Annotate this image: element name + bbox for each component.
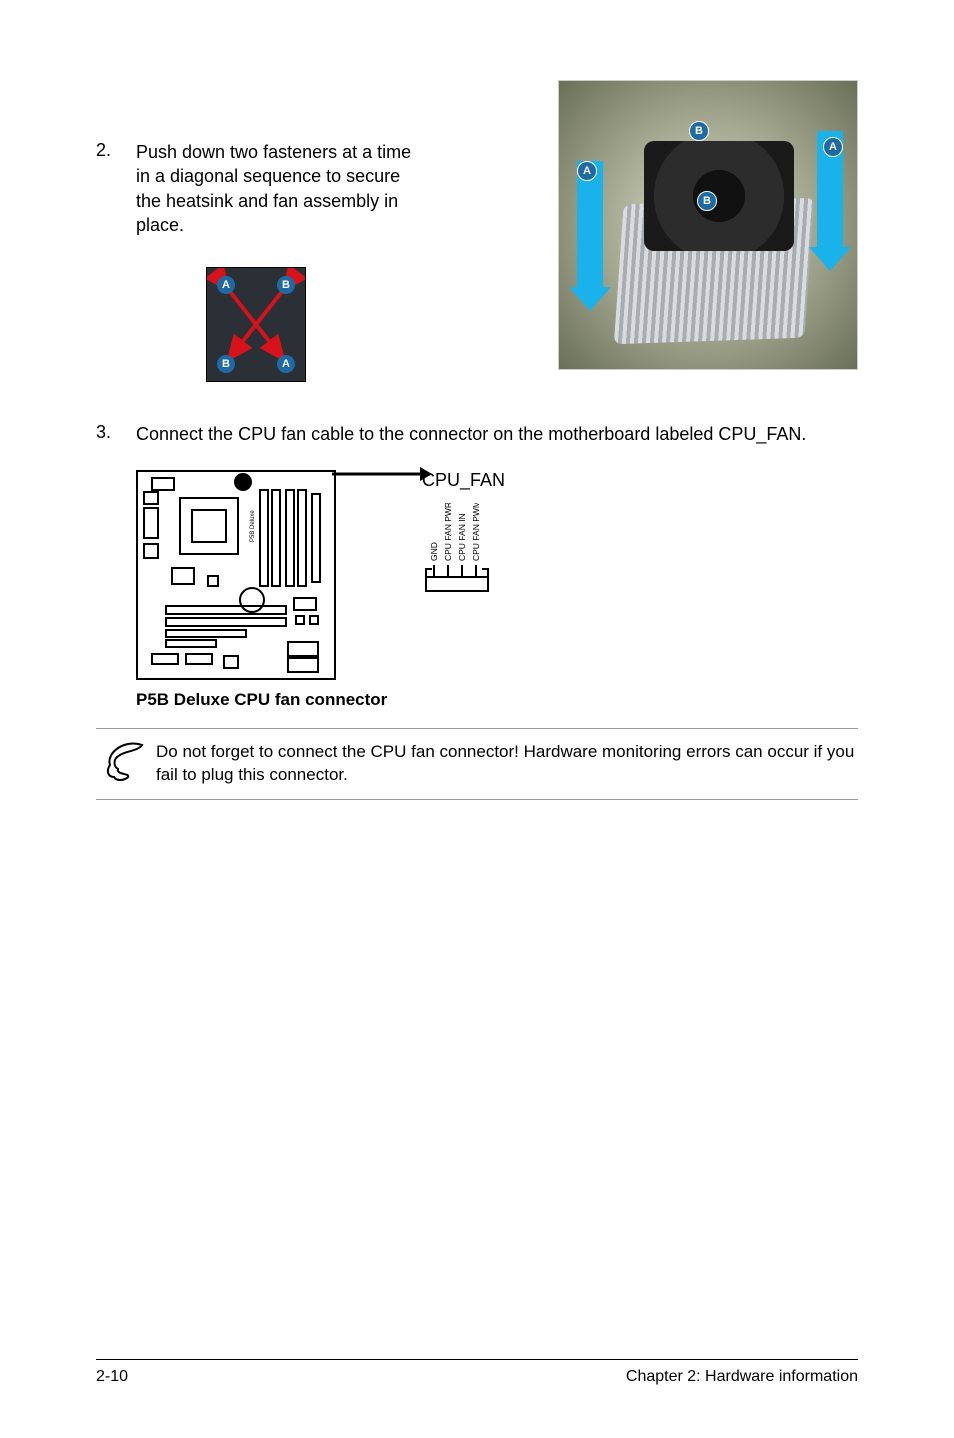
connector-title: CPU_FAN (422, 470, 532, 491)
photo-label-left: A (577, 161, 597, 181)
step-2: 2. Push down two fasteners at a time in … (96, 140, 858, 382)
photo-label-top: B (689, 121, 709, 141)
fan-top-graphic (644, 141, 794, 251)
note-text: Do not forget to connect the CPU fan con… (156, 741, 858, 787)
step-3-number: 3. (96, 422, 136, 446)
fastener-sequence-diagram: A B B A (206, 267, 306, 382)
step-3-text: Connect the CPU fan cable to the connect… (136, 422, 858, 446)
pin-label-1: CPU FAN PWR (443, 503, 453, 561)
fan-connector-diagram: CPU_FAN GND CPU FAN PWR CPU FAN IN CPU F… (422, 470, 532, 595)
motherboard-diagram: P5B Deluxe (136, 470, 336, 680)
page-footer: 2-10 Chapter 2: Hardware information (96, 1359, 858, 1386)
note-icon (96, 741, 156, 781)
connector-caption: P5B Deluxe CPU fan connector (136, 690, 858, 710)
page-number: 2-10 (96, 1368, 128, 1386)
connector-diagram-row: P5B Deluxe CPU_FAN GND CPU FAN PWR CPU F… (136, 470, 858, 680)
step-2-number: 2. (96, 140, 136, 237)
pin-label-3: CPU FAN PWM (471, 503, 481, 561)
step-2-text: Push down two fasteners at a time in a d… (136, 140, 416, 237)
note-block: Do not forget to connect the CPU fan con… (96, 728, 858, 800)
heatsink-photo: B A B A (558, 80, 858, 370)
photo-label-mid: B (697, 191, 717, 211)
chapter-label: Chapter 2: Hardware information (626, 1368, 858, 1386)
step-3: 3. Connect the CPU fan cable to the conn… (96, 422, 858, 446)
motherboard-icon: P5B Deluxe (138, 472, 338, 682)
pin-label-0: GND (429, 543, 439, 562)
pin-label-2: CPU FAN IN (457, 514, 467, 562)
photo-label-right: A (823, 137, 843, 157)
pointer-arrow-icon (332, 464, 432, 484)
mobo-label: P5B Deluxe (250, 510, 256, 542)
fan-header-icon: GND CPU FAN PWR CPU FAN IN CPU FAN PWM (422, 503, 532, 595)
